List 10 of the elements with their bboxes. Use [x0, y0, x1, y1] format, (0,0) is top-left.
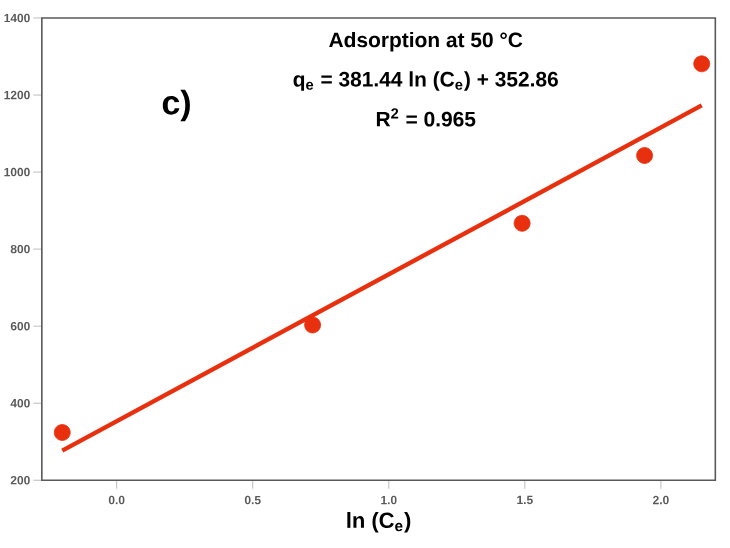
annotation: R$^{2}$ = 0.965	[376, 108, 476, 127]
point	[513, 214, 531, 232]
point	[304, 316, 321, 334]
point	[693, 55, 711, 73]
x-axis-title: ln (C$_{e}$)	[347, 511, 411, 533]
annotation: c)	[162, 89, 190, 122]
annotation: q$_{e}$ = 381.44 ln (C$_{e}$) + 352.86	[293, 71, 558, 91]
point	[53, 424, 71, 441]
text: Adsorption at 50 °C	[329, 31, 523, 52]
point	[636, 147, 653, 164]
